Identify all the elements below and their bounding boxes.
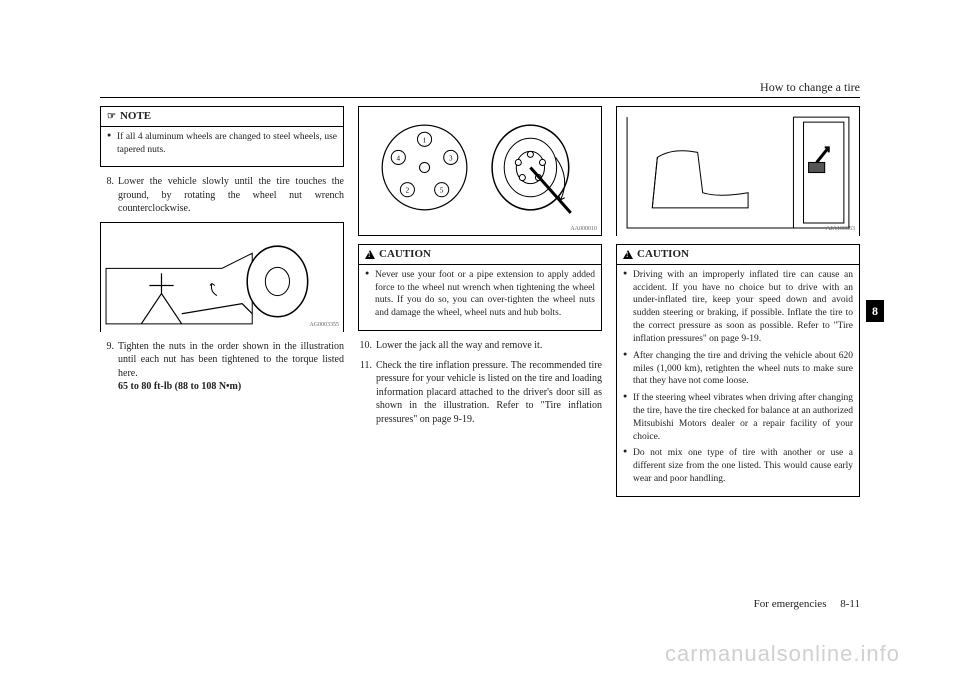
door-sill-illustration (617, 107, 859, 238)
step-9: 9. Tighten the nuts in the order shown i… (100, 340, 344, 394)
svg-text:1: 1 (423, 136, 427, 144)
step-8-text: Lower the vehicle slowly until the tire … (118, 175, 344, 216)
warning-icon (365, 250, 375, 259)
figure-nuts: 1 3 5 2 4 A (358, 106, 602, 236)
column-2: 1 3 5 2 4 A (358, 106, 602, 505)
caution-2-title: CAUTION (637, 247, 689, 262)
step-11: 11. Check the tire inflation pressure. T… (358, 359, 602, 427)
watermark: carmanualsonline.info (665, 641, 900, 667)
step-9-text: Tighten the nuts in the order shown in t… (118, 340, 344, 394)
step-10-num: 10. (358, 339, 376, 353)
fig1-code: AG0003355 (309, 321, 339, 329)
caution-1-title-row: CAUTION (359, 245, 601, 265)
note-body: If all 4 aluminum wheels are changed to … (101, 127, 343, 167)
caution-2-item: Driving with an improperly inflated tire… (623, 269, 853, 346)
svg-text:4: 4 (397, 154, 401, 162)
page: How to change a tire ☞ NOTE If all 4 alu… (100, 80, 860, 620)
step-11-text: Check the tire inflation pressure. The r… (376, 359, 602, 427)
caution-2-title-row: CAUTION (617, 245, 859, 265)
step-8: 8. Lower the vehicle slowly until the ti… (100, 175, 344, 216)
caution-2-item: After changing the tire and driving the … (623, 350, 853, 388)
fig3-code: AJA100063 (826, 225, 855, 233)
caution-1-item: Never use your foot or a pipe extension … (365, 269, 595, 320)
nuts-illustration: 1 3 5 2 4 (359, 107, 601, 238)
note-icon: ☞ (107, 110, 116, 124)
note-box: ☞ NOTE If all 4 aluminum wheels are chan… (100, 106, 344, 167)
page-footer: For emergencies 8-11 (754, 598, 860, 610)
warning-icon (623, 250, 633, 259)
caution-2-item: Do not mix one type of tire with another… (623, 447, 853, 485)
page-header: How to change a tire (100, 80, 860, 98)
jack-illustration (101, 223, 343, 334)
step-9-num: 9. (100, 340, 118, 394)
note-title: NOTE (120, 109, 151, 124)
step-10: 10. Lower the jack all the way and remov… (358, 339, 602, 353)
svg-text:2: 2 (406, 187, 410, 195)
caution-2-item: If the steering wheel vibrates when driv… (623, 392, 853, 443)
caution-box-2: CAUTION Driving with an improperly infla… (616, 244, 860, 497)
figure-jack: AG0003355 (100, 222, 344, 332)
step-9-torque: 65 to 80 ft-lb (88 to 108 N•m) (118, 381, 241, 392)
fig2-code: AA000010 (570, 225, 597, 233)
step-11-num: 11. (358, 359, 376, 427)
column-1: ☞ NOTE If all 4 aluminum wheels are chan… (100, 106, 344, 505)
footer-page: 8-11 (840, 598, 860, 610)
note-title-row: ☞ NOTE (101, 107, 343, 127)
caution-box-1: CAUTION Never use your foot or a pipe ex… (358, 244, 602, 331)
svg-text:3: 3 (449, 154, 453, 162)
columns: ☞ NOTE If all 4 aluminum wheels are chan… (100, 106, 860, 505)
step-8-num: 8. (100, 175, 118, 216)
step-9-body: Tighten the nuts in the order shown in t… (118, 341, 344, 379)
svg-text:5: 5 (440, 187, 444, 195)
column-3: AJA100063 CAUTION Driving with an improp… (616, 106, 860, 505)
figure-door-sill: AJA100063 (616, 106, 860, 236)
caution-1-body: Never use your foot or a pipe extension … (359, 265, 601, 330)
header-title: How to change a tire (760, 80, 860, 94)
caution-1-title: CAUTION (379, 247, 431, 262)
caution-2-body: Driving with an improperly inflated tire… (617, 265, 859, 496)
footer-section: For emergencies (754, 598, 827, 610)
step-10-text: Lower the jack all the way and remove it… (376, 339, 602, 353)
note-item: If all 4 aluminum wheels are changed to … (107, 131, 337, 157)
chapter-tab: 8 (866, 300, 884, 322)
